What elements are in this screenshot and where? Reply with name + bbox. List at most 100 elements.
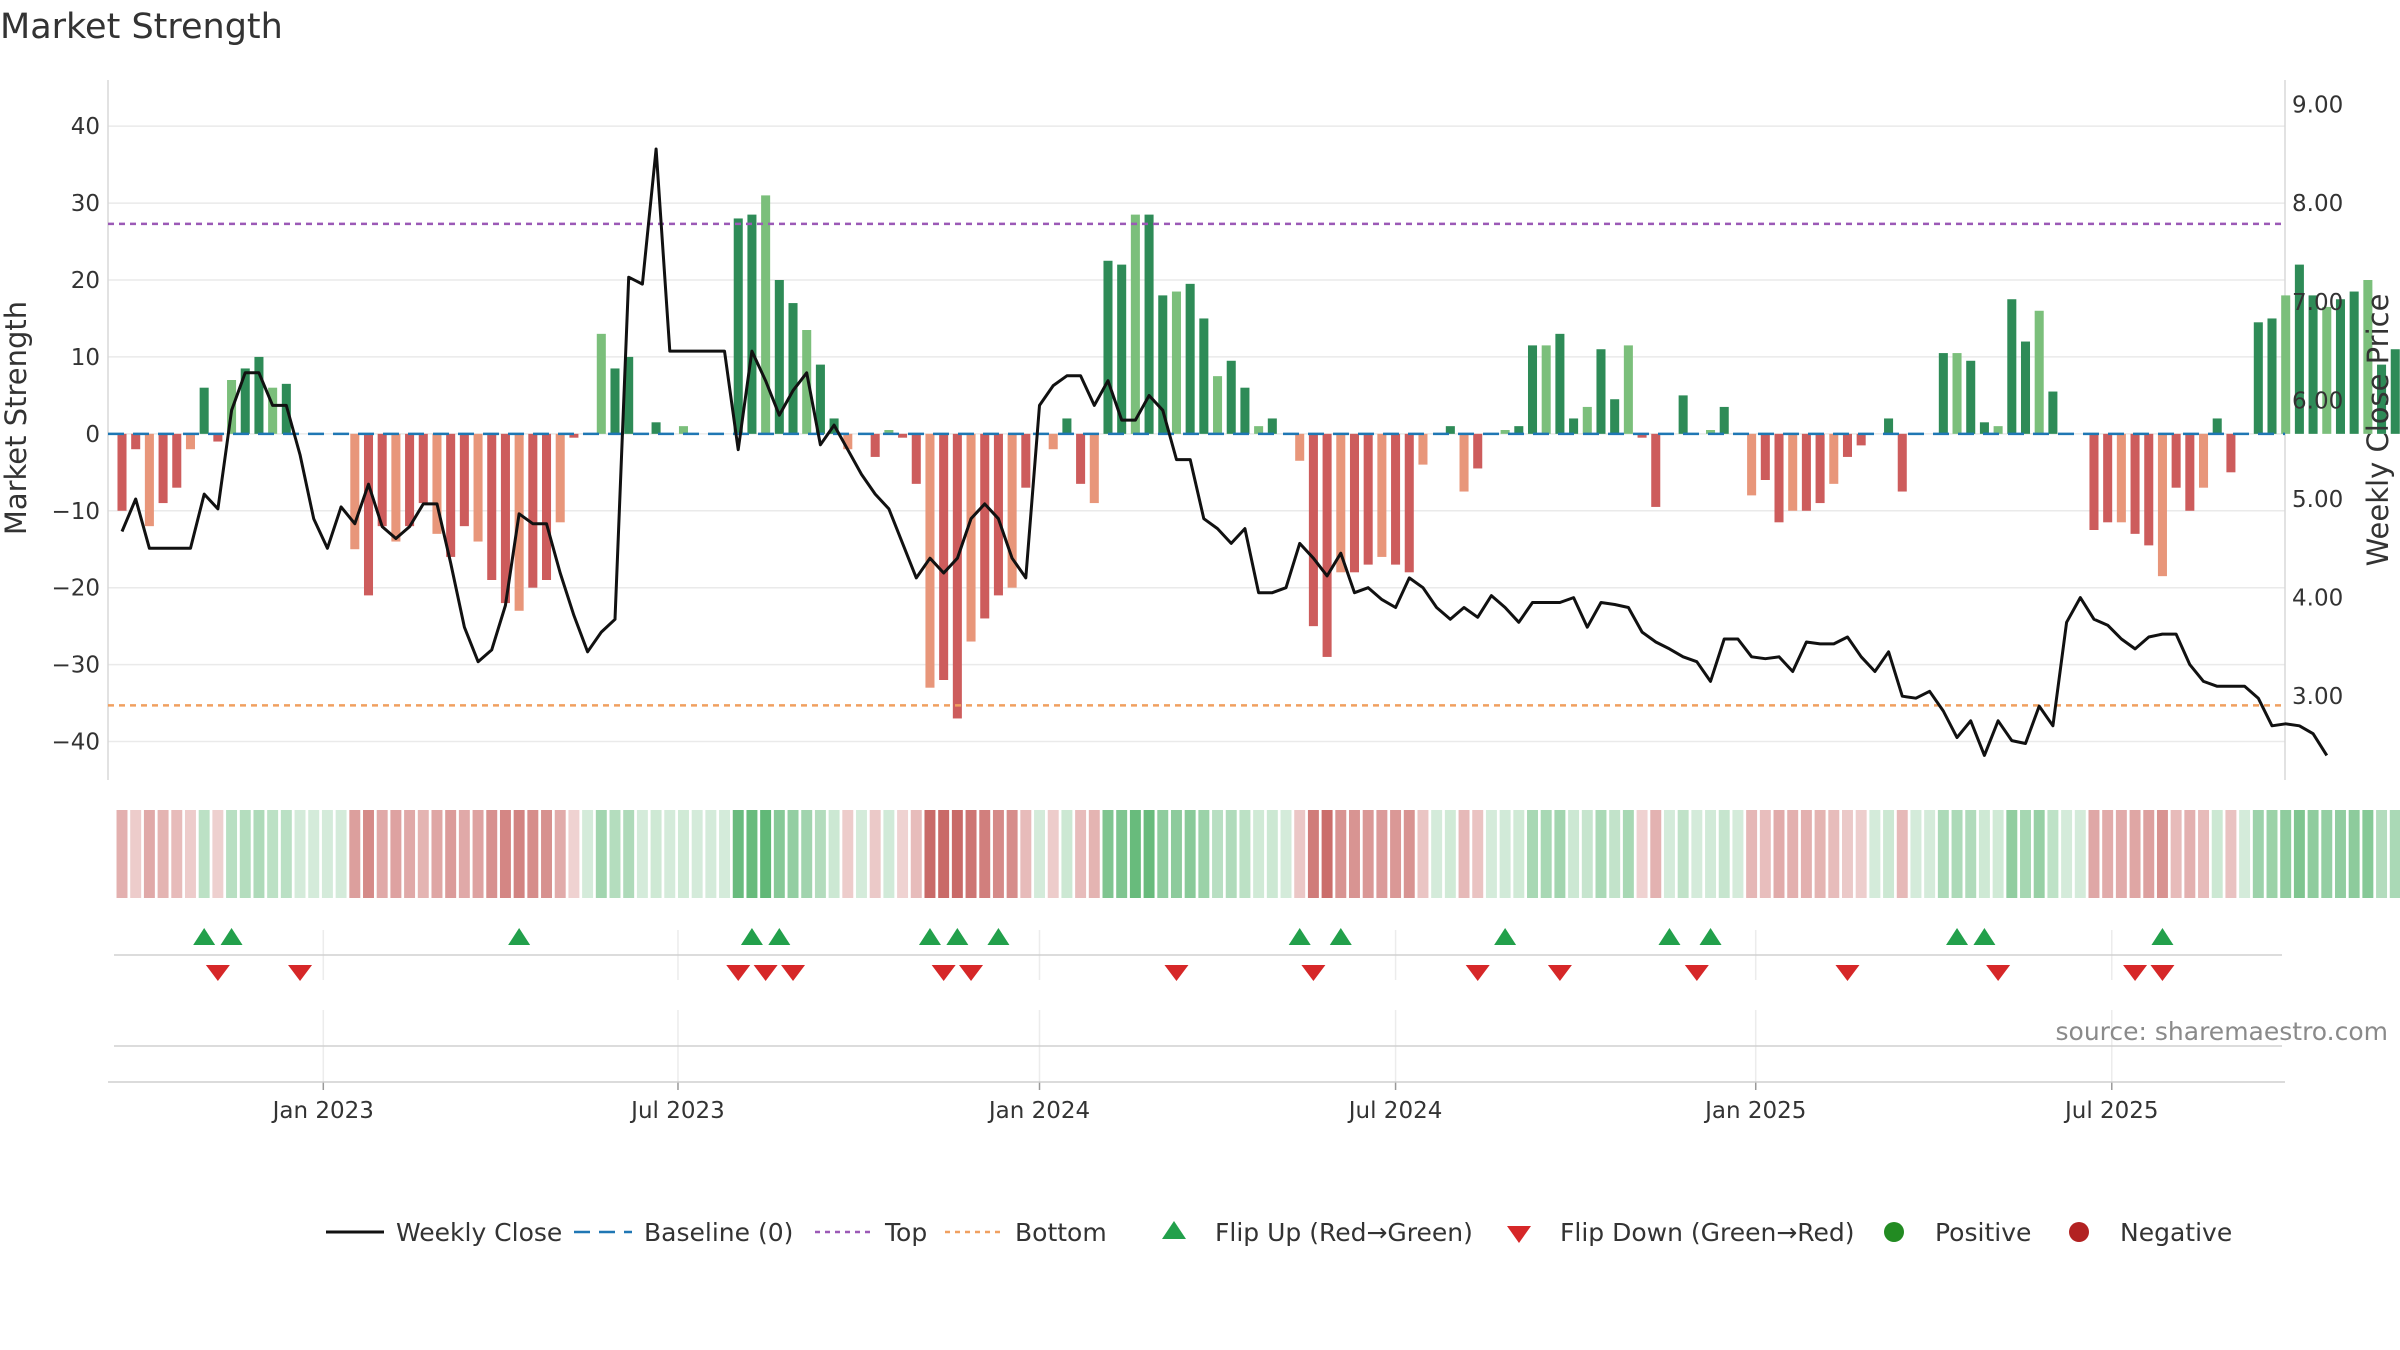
y-right-tick-label: 6.00 bbox=[2292, 388, 2343, 414]
ribbon-cell bbox=[691, 810, 703, 898]
ribbon-cell bbox=[2170, 810, 2182, 898]
ribbon-cell bbox=[677, 810, 689, 898]
positive-bar bbox=[2363, 280, 2373, 434]
negative-bar bbox=[980, 433, 990, 619]
positive-bar bbox=[1226, 360, 1236, 434]
ribbon-cell bbox=[1527, 810, 1538, 898]
flip-up-marker bbox=[768, 928, 791, 945]
ribbon-cell bbox=[883, 810, 895, 898]
ribbon-cell bbox=[212, 810, 224, 898]
negative-bar bbox=[1308, 433, 1318, 627]
negative-bar bbox=[117, 433, 127, 511]
ribbon-cell bbox=[1951, 810, 1963, 898]
positive-bar bbox=[1719, 406, 1729, 434]
left-axis-title: Market Strength bbox=[0, 301, 33, 535]
negative-bar bbox=[1842, 433, 1852, 457]
positive-bar bbox=[268, 387, 278, 434]
flip-down-marker bbox=[2123, 965, 2148, 981]
ribbon-cell bbox=[130, 810, 142, 898]
flip-up-marker bbox=[987, 928, 1010, 945]
positive-bar bbox=[1993, 426, 2003, 434]
positive-bar bbox=[2253, 322, 2263, 434]
ribbon-cell bbox=[965, 810, 977, 898]
positive-bar bbox=[2212, 418, 2222, 434]
ribbon-cell bbox=[2115, 810, 2127, 898]
ribbon-cell bbox=[1718, 810, 1730, 898]
ribbon-cell bbox=[1773, 810, 1785, 898]
negative-bar bbox=[1363, 433, 1373, 565]
positive-bar bbox=[1199, 318, 1209, 434]
ribbon-cell bbox=[1937, 810, 1949, 898]
ribbon-cell bbox=[1006, 810, 1018, 898]
ribbon-cell bbox=[1663, 810, 1675, 898]
negative-bar bbox=[446, 433, 456, 557]
flip-up-marker bbox=[2151, 928, 2174, 945]
positive-bar bbox=[624, 356, 634, 434]
ribbon-cell bbox=[1253, 810, 1265, 898]
ribbon-cell bbox=[1143, 810, 1155, 898]
ribbon-cell bbox=[308, 810, 320, 898]
ribbon-cell bbox=[2389, 810, 2400, 898]
ribbon-cell bbox=[2280, 810, 2292, 898]
ribbon-cell bbox=[1896, 810, 1908, 898]
flip-up-marker bbox=[740, 928, 763, 945]
positive-bar bbox=[788, 303, 798, 434]
negative-bar bbox=[966, 433, 976, 642]
ribbon-cell bbox=[321, 810, 333, 898]
positive-bar bbox=[802, 330, 812, 434]
ribbon-cell bbox=[856, 810, 867, 898]
ribbon-cell bbox=[1431, 810, 1443, 898]
ribbon-cell bbox=[1184, 810, 1196, 898]
y-tick-label: −20 bbox=[51, 576, 100, 602]
flip-down-marker bbox=[2150, 965, 2175, 981]
flip-down-marker bbox=[1301, 965, 1326, 981]
ribbon-cell bbox=[1157, 810, 1169, 898]
negative-bar bbox=[2103, 433, 2113, 523]
negative-bar bbox=[569, 433, 579, 438]
negative-bar bbox=[952, 433, 962, 719]
ribbon-cell bbox=[1088, 810, 1100, 898]
ribbon-cell bbox=[1978, 810, 1990, 898]
ribbon-cell bbox=[1595, 810, 1607, 898]
positive-bar bbox=[1267, 418, 1277, 434]
negative-bar bbox=[418, 433, 428, 504]
strength-ribbon bbox=[116, 810, 2400, 898]
positive-bar bbox=[1979, 422, 1989, 434]
positive-bar bbox=[1610, 399, 1620, 434]
ribbon-cell bbox=[1458, 810, 1470, 898]
legend-label: Bottom bbox=[1015, 1218, 1107, 1247]
ribbon-cell bbox=[2020, 810, 2031, 898]
flip-up-marker bbox=[1494, 928, 1517, 945]
x-tick-label: Jan 2024 bbox=[987, 1098, 1090, 1124]
ribbon-cell bbox=[1732, 810, 1744, 898]
ribbon-cell bbox=[2376, 810, 2388, 898]
ribbon-cell bbox=[1020, 810, 1032, 898]
ribbon-cell bbox=[1307, 810, 1319, 898]
ribbon-cell bbox=[1814, 810, 1826, 898]
positive-bar bbox=[1117, 264, 1127, 434]
negative-bar bbox=[1336, 433, 1346, 573]
ribbon-cell bbox=[1540, 810, 1552, 898]
ribbon-cell bbox=[1239, 810, 1251, 898]
ribbon-cell bbox=[1129, 810, 1141, 898]
ribbon-cell bbox=[746, 810, 758, 898]
ribbon-cell bbox=[171, 810, 183, 898]
ribbon-cell bbox=[1294, 810, 1306, 898]
flip-up-marker bbox=[1658, 928, 1681, 945]
ribbon-cell bbox=[1869, 810, 1881, 898]
positive-bar bbox=[1582, 406, 1592, 434]
negative-bar bbox=[1801, 433, 1811, 511]
ribbon-cell bbox=[1472, 810, 1484, 898]
ribbon-cell bbox=[869, 810, 881, 898]
level-lines bbox=[108, 222, 2285, 707]
negative-bar bbox=[1076, 433, 1086, 484]
y-right-tick-label: 7.00 bbox=[2292, 290, 2343, 316]
ribbon-cell bbox=[1581, 810, 1593, 898]
positive-bar bbox=[2294, 264, 2304, 434]
ribbon-cell bbox=[143, 810, 155, 898]
ribbon-cell bbox=[2061, 810, 2073, 898]
flip-down-marker bbox=[1684, 965, 1709, 981]
ribbon-cell bbox=[1746, 810, 1758, 898]
y-right-tick-label: 8.00 bbox=[2292, 191, 2343, 217]
negative-bar bbox=[1459, 433, 1469, 492]
